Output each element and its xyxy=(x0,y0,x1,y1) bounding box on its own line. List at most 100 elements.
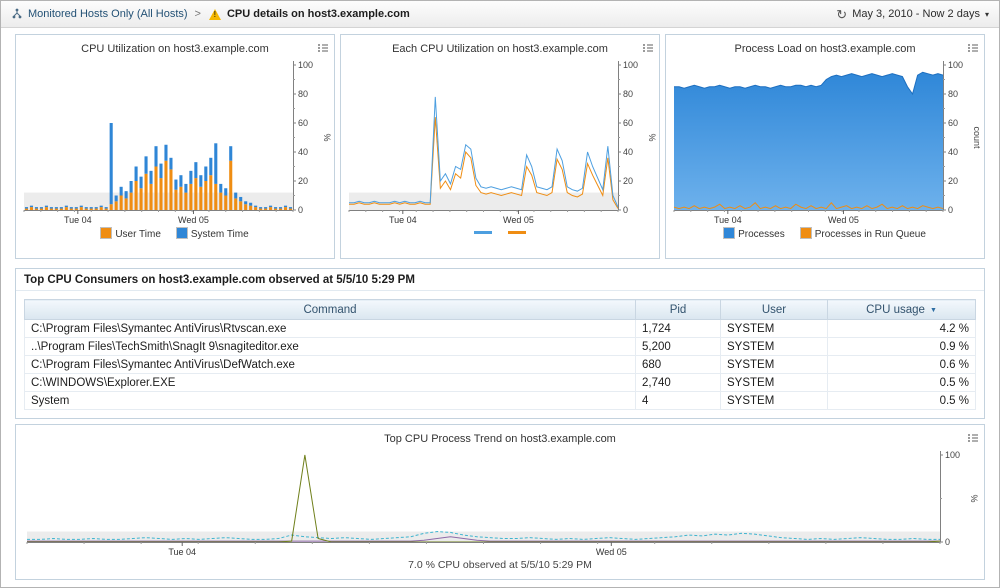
legend-item: Processes xyxy=(723,227,785,240)
cell-user: SYSTEM xyxy=(720,391,828,410)
svg-text:%: % xyxy=(969,494,978,502)
svg-text:%: % xyxy=(322,133,331,141)
svg-text:count: count xyxy=(972,126,981,149)
chevron-down-icon: ▾ xyxy=(984,9,989,19)
chart-menu-icon[interactable] xyxy=(967,40,979,58)
table-row[interactable]: System 4 SYSTEM 0.5 % xyxy=(24,391,976,410)
svg-text:80: 80 xyxy=(948,89,958,99)
cell-cpu: 4.2 % xyxy=(827,319,976,338)
cell-pid: 5,200 xyxy=(635,337,721,356)
svg-text:40: 40 xyxy=(623,147,633,157)
cell-command: C:\Program Files\Symantec AntiVirus\DefW… xyxy=(24,355,636,374)
svg-text:%: % xyxy=(647,133,656,141)
svg-text:20: 20 xyxy=(948,176,958,186)
legend-item xyxy=(474,228,492,239)
legend-swatch xyxy=(723,227,736,239)
legend-item xyxy=(508,228,526,239)
svg-text:Tue 04: Tue 04 xyxy=(168,547,196,557)
svg-text:20: 20 xyxy=(623,176,633,186)
each-cpu-utilization-chart[interactable]: 0 20 40 60 80 100% Tue 04 Wed 05 xyxy=(344,57,656,225)
svg-text:Wed 05: Wed 05 xyxy=(178,215,209,225)
column-header-user[interactable]: User xyxy=(720,299,828,320)
cell-user: SYSTEM xyxy=(720,319,828,338)
svg-text:60: 60 xyxy=(298,118,308,128)
time-range-selector[interactable]: ↻ May 3, 2010 - Now 2 days ▾ xyxy=(836,8,989,21)
legend-item: Processes in Run Queue xyxy=(799,227,926,240)
table-row[interactable]: C:\Program Files\Symantec AntiVirus\Rtvs… xyxy=(24,319,976,338)
svg-text:0: 0 xyxy=(948,205,953,215)
top-cpu-consumers-table: Command Pid User CPU usage ▼ C:\Program F… xyxy=(24,299,976,410)
cell-pid: 1,724 xyxy=(635,319,721,338)
warning-icon xyxy=(208,8,221,20)
time-range-label: May 3, 2010 - Now 2 days xyxy=(852,8,980,20)
table-wrapper: Command Pid User CPU usage ▼ C:\Program F… xyxy=(16,291,984,418)
svg-text:100: 100 xyxy=(945,450,960,460)
svg-text:40: 40 xyxy=(948,147,958,157)
table-row[interactable]: C:\WINDOWS\Explorer.EXE 2,740 SYSTEM 0.5 % xyxy=(24,373,976,392)
breadcrumb-link[interactable]: Monitored Hosts Only (All Hosts) xyxy=(28,8,188,20)
chart-title: CPU Utilization on host3.example.com xyxy=(81,43,269,55)
column-header-command[interactable]: Command xyxy=(24,299,636,320)
svg-text:60: 60 xyxy=(948,118,958,128)
chart-legend: Processes Processes in Run Queue xyxy=(666,227,984,240)
column-header-pid[interactable]: Pid xyxy=(635,299,721,320)
table-header-row: Command Pid User CPU usage ▼ xyxy=(24,299,976,320)
cell-command: C:\WINDOWS\Explorer.EXE xyxy=(24,373,636,392)
svg-text:100: 100 xyxy=(623,60,638,70)
legend-swatch xyxy=(474,231,492,234)
top-cpu-consumers-panel: Top CPU Consumers on host3.example.com o… xyxy=(15,268,985,419)
column-label: User xyxy=(761,303,787,316)
legend-swatch xyxy=(175,227,188,239)
process-load-panel: Process Load on host3.example.com 0 20 40 6… xyxy=(665,34,985,259)
chart-menu-icon[interactable] xyxy=(317,40,329,58)
legend-swatch xyxy=(799,227,812,239)
process-load-chart[interactable]: 0 20 40 60 80 100 count Tue 04 Wed 05 xyxy=(669,57,981,225)
svg-text:40: 40 xyxy=(298,147,308,157)
svg-text:Wed 05: Wed 05 xyxy=(828,215,859,225)
chart-menu-icon[interactable] xyxy=(642,40,654,58)
svg-text:20: 20 xyxy=(298,176,308,186)
cell-pid: 2,740 xyxy=(635,373,721,392)
svg-text:Tue 04: Tue 04 xyxy=(714,215,742,225)
chart-legend xyxy=(341,228,659,239)
column-header-cpu-usage[interactable]: CPU usage ▼ xyxy=(827,299,976,320)
column-label: Command xyxy=(303,303,357,316)
legend-swatch xyxy=(100,227,113,239)
cell-user: SYSTEM xyxy=(720,355,828,374)
chart-menu-icon[interactable] xyxy=(967,430,979,448)
cell-pid: 680 xyxy=(635,355,721,374)
sort-desc-icon: ▼ xyxy=(929,306,937,314)
cell-command: System xyxy=(24,391,636,410)
chart-title: Each CPU Utilization on host3.example.co… xyxy=(392,43,608,55)
svg-text:80: 80 xyxy=(298,89,308,99)
cell-user: SYSTEM xyxy=(720,337,828,356)
cell-command: ..\Program Files\TechSmith\SnagIt 9\snag… xyxy=(24,337,636,356)
table-row[interactable]: ..\Program Files\TechSmith\SnagIt 9\snag… xyxy=(24,337,976,356)
top-cpu-process-trend-chart[interactable]: 0 100% Tue 04 Wed 05 xyxy=(22,447,978,557)
svg-text:0: 0 xyxy=(623,205,628,215)
svg-text:100: 100 xyxy=(948,60,963,70)
chart-title: Top CPU Process Trend on host3.example.c… xyxy=(384,433,616,445)
table-row[interactable]: C:\Program Files\Symantec AntiVirus\DefW… xyxy=(24,355,976,374)
column-label: Pid xyxy=(669,303,687,316)
cell-pid: 4 xyxy=(635,391,721,410)
cell-cpu: 0.5 % xyxy=(827,373,976,392)
svg-text:80: 80 xyxy=(623,89,633,99)
cell-cpu: 0.6 % xyxy=(827,355,976,374)
column-label: CPU usage xyxy=(866,303,925,316)
table-title: Top CPU Consumers on host3.example.com o… xyxy=(16,269,984,291)
cell-command: C:\Program Files\Symantec AntiVirus\Rtvs… xyxy=(24,319,636,338)
chart-caption: 7.0 % CPU observed at 5/5/10 5:29 PM xyxy=(408,559,592,571)
cell-cpu: 0.9 % xyxy=(827,337,976,356)
chart-legend: User Time System Time xyxy=(16,227,334,240)
breadcrumb-separator: > xyxy=(194,8,201,20)
legend-swatch xyxy=(508,231,526,234)
time-range-icon: ↻ xyxy=(836,6,848,22)
cpu-utilization-chart[interactable]: 0 20 40 60 80 100% Tue 04 Wed 05 xyxy=(19,57,331,225)
svg-text:0: 0 xyxy=(945,537,950,547)
page-title: CPU details on host3.example.com xyxy=(226,8,410,20)
cell-cpu: 0.5 % xyxy=(827,391,976,410)
svg-text:Tue 04: Tue 04 xyxy=(389,215,417,225)
cpu-utilization-panel: CPU Utilization on host3.example.com 0 20… xyxy=(15,34,335,259)
